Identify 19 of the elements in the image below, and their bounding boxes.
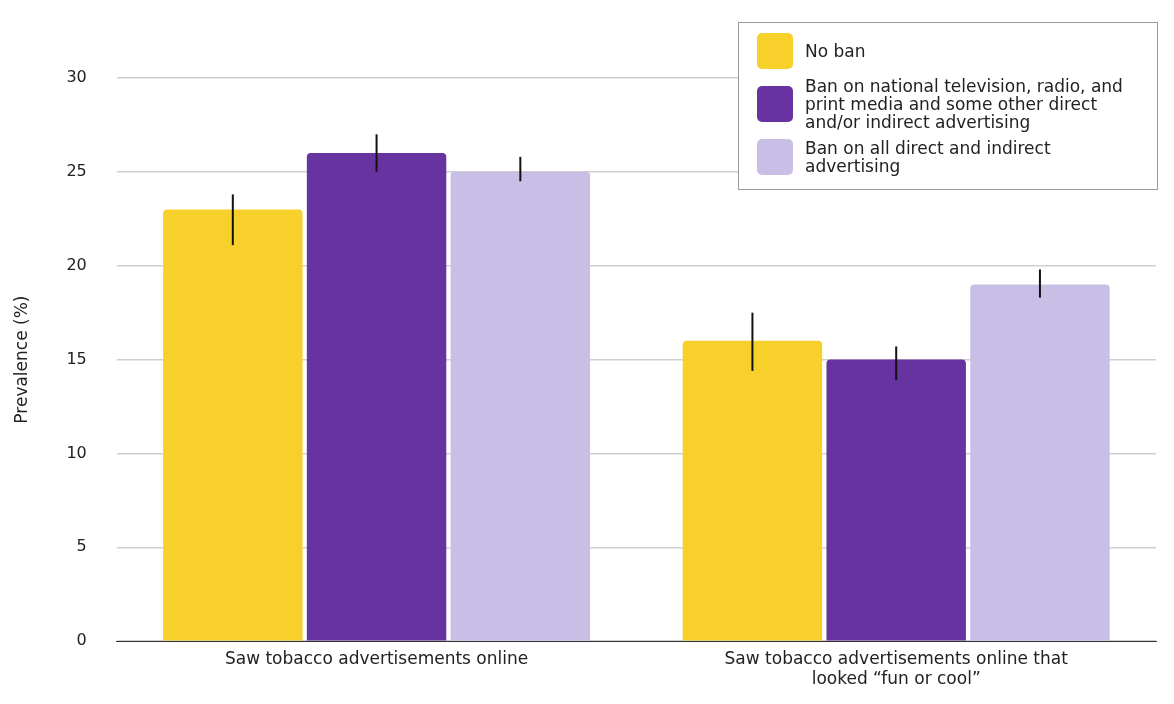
y-tick-label: 0 bbox=[76, 630, 87, 650]
y-tick-label: 30 bbox=[66, 67, 87, 87]
legend-label: Ban on all direct and indirect advertising bbox=[805, 138, 1052, 176]
bar bbox=[306, 153, 447, 641]
bar bbox=[970, 284, 1110, 641]
y-tick-label: 5 bbox=[76, 536, 87, 556]
y-tick-label: 25 bbox=[66, 161, 87, 181]
y-axis-title: Prevalence (%) bbox=[10, 295, 31, 424]
x-tick-label: Saw tobacco advertisements online bbox=[224, 647, 529, 668]
legend-label: Ban on national television, radio, and print media and some other direct and/or indirect advertising bbox=[805, 76, 1124, 132]
y-tick-label: 20 bbox=[66, 254, 87, 274]
bar bbox=[450, 171, 591, 641]
x-tick-label: Saw tobacco advertisements online that looked “fun or cool” bbox=[724, 647, 1069, 689]
bar bbox=[826, 359, 966, 641]
bar bbox=[682, 340, 823, 641]
legend-label: No ban bbox=[805, 41, 866, 61]
y-tick-label: 15 bbox=[66, 348, 87, 368]
bar bbox=[163, 209, 303, 641]
y-tick-label: 10 bbox=[66, 442, 87, 462]
